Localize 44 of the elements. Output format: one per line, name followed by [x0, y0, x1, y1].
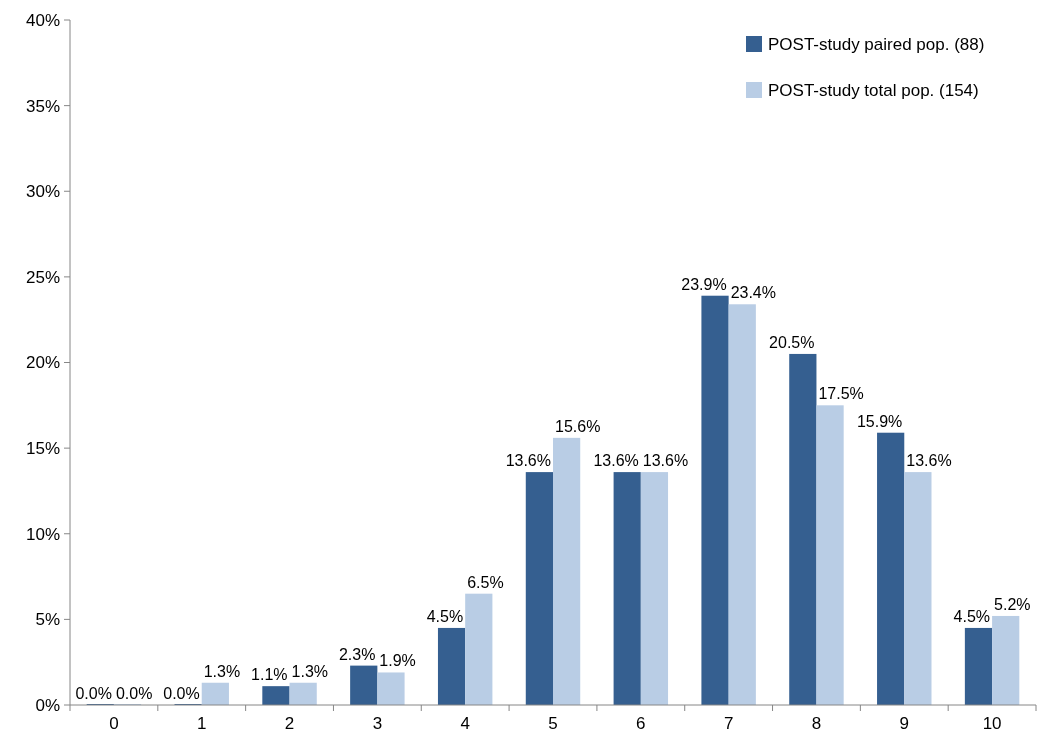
y-tick-label: 10%	[25, 524, 60, 544]
data-label: 2.3%	[338, 645, 376, 663]
data-label: 6.5%	[467, 573, 504, 591]
x-tick-label: 8	[811, 714, 822, 733]
x-tick-label: 4	[460, 714, 470, 733]
data-label: 0.0%	[163, 685, 200, 702]
data-label: 13.6%	[505, 452, 551, 470]
data-label: 1.9%	[379, 652, 416, 670]
y-tick-label: 40%	[25, 10, 60, 30]
data-label: 1.3%	[203, 662, 241, 680]
x-tick-label: 2	[284, 714, 295, 733]
legend-label: POST-study paired pop. (88)	[768, 34, 985, 54]
x-tick-label: 0	[109, 714, 119, 733]
x-tick-label: 1	[196, 714, 207, 733]
data-label: 15.9%	[856, 412, 903, 430]
data-label: 13.6%	[642, 452, 689, 470]
x-tick-label: 6	[636, 714, 646, 733]
y-tick-label: 5%	[35, 610, 60, 630]
y-tick-label: 25%	[25, 267, 60, 287]
data-label: 0.0%	[75, 685, 112, 702]
legend-label: POST-study total pop. (154)	[768, 80, 979, 100]
data-label: 23.9%	[681, 275, 727, 293]
data-label: 0.0%	[115, 685, 153, 702]
x-tick-label: 7	[723, 714, 734, 733]
data-label: 1.3%	[291, 662, 329, 680]
y-tick-label: 30%	[25, 182, 60, 202]
data-label: 4.5%	[426, 607, 464, 625]
data-label: 13.6%	[593, 452, 639, 470]
y-tick-label: 35%	[25, 96, 60, 116]
x-tick-label: 10	[982, 714, 1002, 733]
x-tick-label: 3	[372, 714, 383, 733]
data-label: 15.6%	[555, 417, 601, 435]
data-label: 4.5%	[953, 607, 991, 625]
x-tick-label: 5	[548, 714, 558, 733]
data-label: 13.6%	[906, 452, 952, 470]
y-tick-label: 20%	[25, 353, 60, 373]
data-label: 23.4%	[730, 284, 777, 302]
x-tick-label: 9	[899, 714, 910, 733]
data-label: 17.5%	[818, 385, 864, 403]
data-label: 20.5%	[769, 333, 815, 351]
y-tick-label: 0%	[35, 695, 60, 715]
data-label: 5.2%	[994, 595, 1031, 613]
y-tick-label: 15%	[25, 439, 60, 459]
data-label: 1.1%	[251, 666, 288, 684]
